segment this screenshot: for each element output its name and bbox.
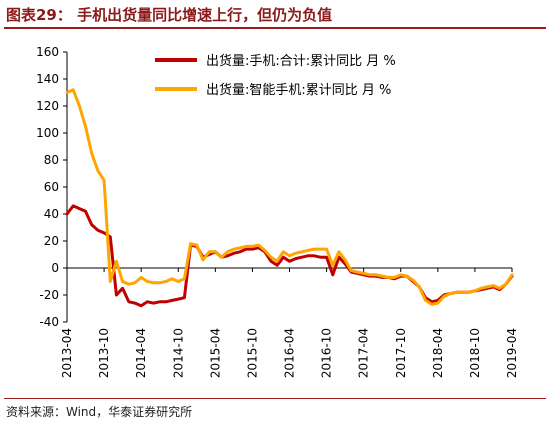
y-tick-label: 60 <box>44 180 59 194</box>
x-tick-label: 2017-10 <box>394 328 408 378</box>
figure-footer: 资料来源：Wind，华泰证券研究所 <box>0 398 550 426</box>
header-rule <box>4 27 546 29</box>
y-tick-label: 80 <box>44 153 59 167</box>
y-tick-label: 120 <box>36 99 59 113</box>
x-tick-label: 2015-04 <box>208 328 222 378</box>
series-line-1 <box>65 204 514 308</box>
y-tick-label: -20 <box>39 288 59 302</box>
chart-legend: 出货量:手机:合计:累计同比 月 % 出货量:智能手机:累计同比 月 % <box>155 53 396 98</box>
x-tick-label: 2015-10 <box>245 328 259 378</box>
chart-axes: -40 -20 0 20 40 60 80 100 120 140 160 2013-04 2013-1… <box>36 45 519 378</box>
source-note: 资料来源：Wind，华泰证券研究所 <box>6 405 193 419</box>
footer-rule <box>4 398 546 399</box>
x-tick-label: 2014-04 <box>134 328 148 378</box>
x-tick-label: 2013-10 <box>97 328 111 378</box>
x-tick-label: 2013-04 <box>60 328 74 378</box>
figure-title: 图表29： 手机出货量同比增速上行，但仍为负值 <box>6 6 333 24</box>
x-tick-label: 2018-10 <box>468 328 482 378</box>
y-tick-label: 160 <box>36 45 59 59</box>
x-tick-label: 2014-10 <box>171 328 185 378</box>
x-tick-label: 2019-04 <box>505 328 519 378</box>
y-tick-label: 20 <box>44 234 59 248</box>
y-tick-label: 100 <box>36 126 59 140</box>
line-chart: -40 -20 0 20 40 60 80 100 120 140 160 2013-04 2013-1… <box>36 45 519 378</box>
x-tick-label: 2016-04 <box>283 328 297 378</box>
chart-series-lines <box>65 88 514 308</box>
x-tick-label: 2018-04 <box>431 328 445 378</box>
series-line-2 <box>65 88 514 306</box>
legend-label-2: 出货量:智能手机:累计同比 月 % <box>206 82 391 98</box>
x-tick-label: 2016-10 <box>320 328 334 378</box>
y-tick-label: 40 <box>44 207 59 221</box>
figure-header: 图表29： 手机出货量同比增速上行，但仍为负值 <box>0 0 550 30</box>
x-tick-label: 2017-04 <box>357 328 371 378</box>
y-tick-label: 0 <box>51 261 59 275</box>
y-tick-label: -40 <box>39 315 59 329</box>
y-tick-label: 140 <box>36 72 59 86</box>
legend-label-1: 出货量:手机:合计:累计同比 月 % <box>206 53 396 69</box>
